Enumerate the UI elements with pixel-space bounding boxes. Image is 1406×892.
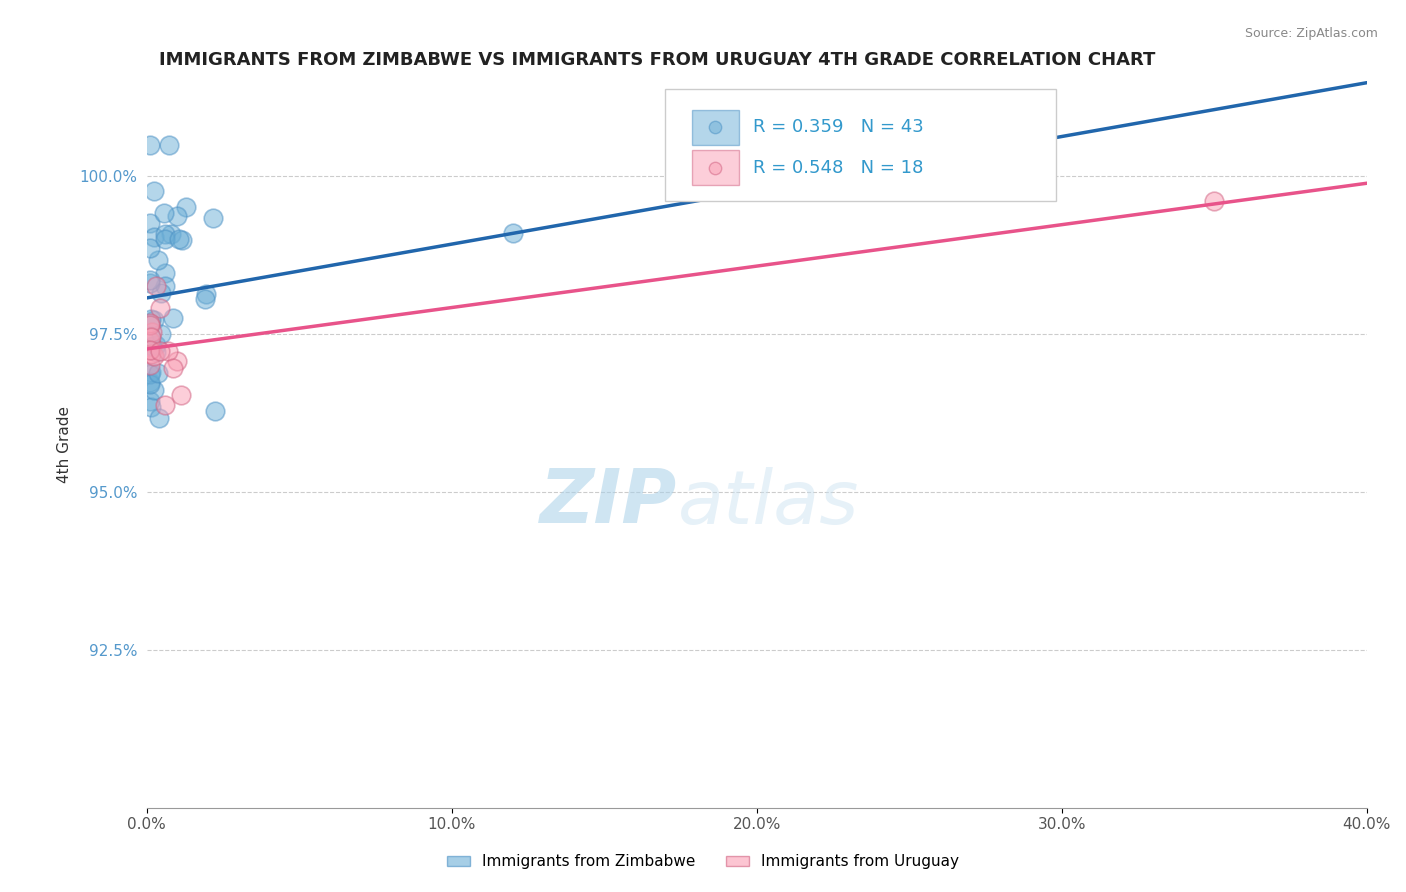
Point: [139, 316, 162, 330]
Point: [139, 347, 162, 361]
Point: [141, 339, 163, 353]
Legend: Immigrants from Zimbabwe, Immigrants from Uruguay: Immigrants from Zimbabwe, Immigrants fro…: [441, 848, 965, 875]
Point: [139, 216, 162, 230]
Point: [174, 200, 197, 214]
Point: [141, 330, 163, 344]
Point: [146, 367, 169, 381]
Point: [148, 410, 170, 425]
Point: [139, 137, 162, 152]
Point: [150, 285, 173, 300]
Text: Source: ZipAtlas.com: Source: ZipAtlas.com: [1244, 27, 1378, 40]
Point: [139, 273, 162, 287]
Point: [155, 227, 177, 242]
Point: [170, 233, 193, 247]
Point: [162, 360, 184, 375]
Point: [194, 286, 217, 301]
Point: [149, 301, 172, 315]
Point: [170, 388, 193, 402]
Point: [139, 377, 162, 392]
Point: [139, 276, 162, 290]
Point: [201, 211, 224, 225]
Point: [139, 375, 162, 389]
Point: [142, 384, 165, 398]
Point: [146, 252, 169, 267]
Point: [166, 209, 188, 223]
FancyBboxPatch shape: [692, 110, 738, 145]
Text: ZIP: ZIP: [540, 467, 678, 539]
Point: [142, 230, 165, 244]
Point: [142, 313, 165, 327]
Point: [149, 343, 172, 358]
Point: [160, 227, 183, 241]
Point: [139, 343, 162, 357]
Point: [153, 206, 176, 220]
Point: [139, 394, 162, 409]
Point: [166, 354, 188, 368]
Point: [145, 337, 167, 351]
Point: [142, 184, 165, 198]
Point: [204, 404, 226, 418]
Text: R = 0.359   N = 43: R = 0.359 N = 43: [754, 118, 924, 136]
Point: [139, 365, 162, 379]
Point: [139, 358, 162, 372]
Point: [502, 226, 524, 240]
Point: [153, 398, 176, 412]
Text: IMMIGRANTS FROM ZIMBABWE VS IMMIGRANTS FROM URUGUAY 4TH GRADE CORRELATION CHART: IMMIGRANTS FROM ZIMBABWE VS IMMIGRANTS F…: [159, 51, 1156, 69]
Point: [145, 344, 167, 359]
FancyBboxPatch shape: [692, 151, 738, 186]
Point: [139, 318, 162, 332]
Point: [149, 327, 172, 342]
Point: [139, 367, 162, 381]
Point: [823, 182, 845, 196]
Point: [153, 232, 176, 246]
Point: [141, 325, 163, 339]
Point: [139, 328, 162, 343]
Point: [153, 278, 176, 293]
Text: R = 0.548   N = 18: R = 0.548 N = 18: [754, 159, 924, 177]
Point: [139, 241, 162, 255]
Point: [167, 232, 190, 246]
Point: [139, 401, 162, 415]
Point: [1204, 194, 1226, 209]
Point: [145, 279, 167, 293]
Point: [194, 292, 217, 306]
Point: [157, 137, 180, 152]
Point: [162, 310, 184, 325]
Y-axis label: 4th Grade: 4th Grade: [58, 406, 72, 483]
FancyBboxPatch shape: [665, 88, 1056, 202]
Point: [153, 266, 176, 280]
Point: [141, 311, 163, 326]
Point: [156, 343, 179, 358]
Point: [142, 349, 165, 363]
Point: [139, 334, 162, 348]
Text: atlas: atlas: [678, 467, 859, 539]
